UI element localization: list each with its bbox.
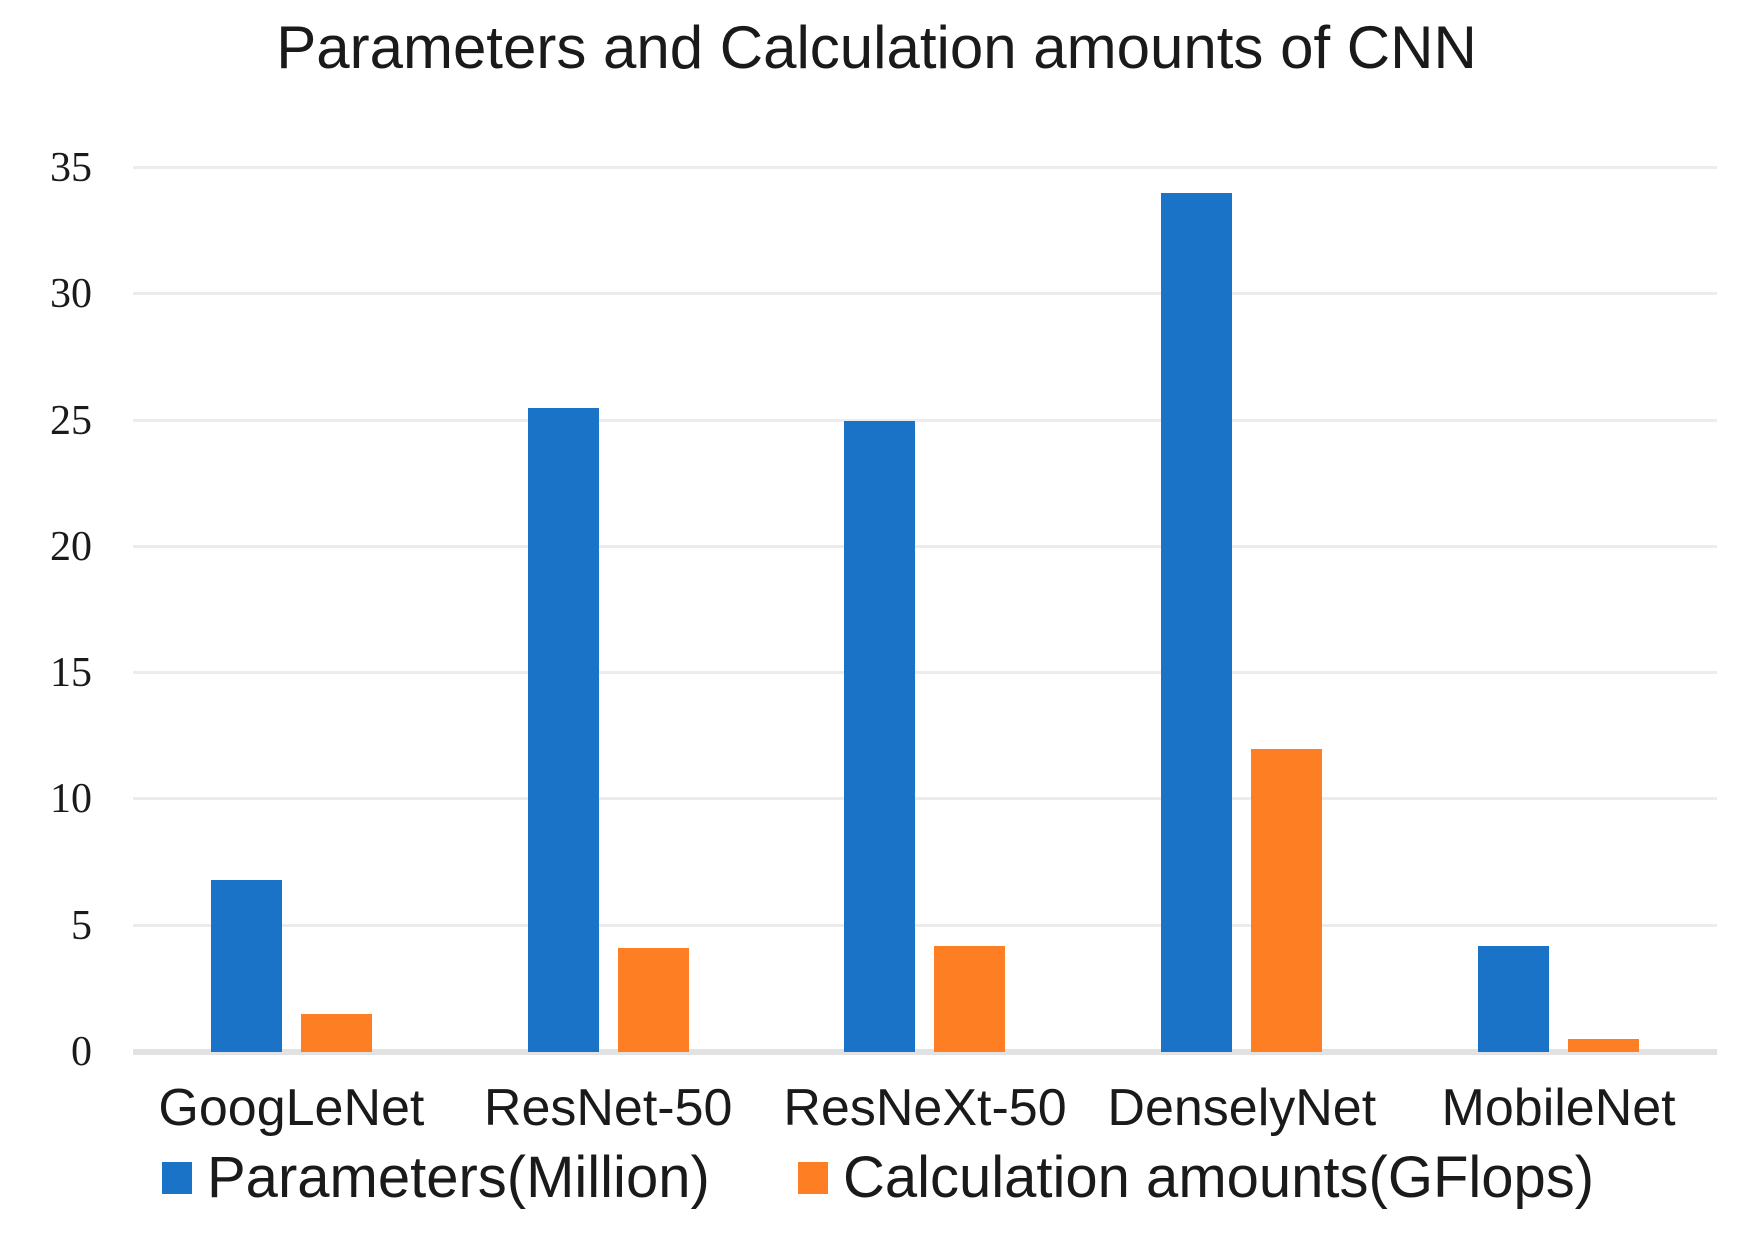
- bar-group: [1400, 168, 1717, 1052]
- category-label: ResNet-50: [483, 1079, 733, 1137]
- gridline: [133, 166, 1717, 169]
- y-tick-label: 25: [50, 397, 92, 444]
- y-tick-label: 20: [50, 523, 92, 570]
- bar-group: [450, 168, 767, 1052]
- bar-parameters: [210, 880, 282, 1052]
- legend-marker-calculation: [798, 1162, 828, 1194]
- legend-label: Parameters(Million): [207, 1145, 710, 1210]
- bar-group: [133, 168, 450, 1052]
- bar-group: [767, 168, 1084, 1052]
- y-tick-label: 30: [50, 271, 92, 318]
- legend-marker-parameters: [162, 1162, 192, 1194]
- gridline: [133, 292, 1717, 296]
- bar-parameters: [527, 407, 599, 1052]
- gridline: [133, 671, 1717, 675]
- bar-calculation: [617, 948, 689, 1052]
- plot-area: [133, 166, 1717, 1055]
- gridline: [133, 418, 1717, 422]
- y-tick-label: 0: [71, 1029, 92, 1075]
- bar-calculation: [1251, 748, 1323, 1052]
- bar-calculation: [934, 945, 1006, 1052]
- y-tick-label: 35: [50, 145, 92, 191]
- gridline: [133, 544, 1717, 548]
- bar-parameters: [844, 420, 916, 1052]
- y-tick-label: 15: [50, 650, 92, 697]
- bar-parameters: [1161, 193, 1233, 1052]
- y-tick-label: 10: [50, 776, 92, 823]
- legend-item: Parameters(Million): [162, 1146, 710, 1210]
- chart-title: Parameters and Calculation amounts of CN…: [276, 14, 1477, 81]
- legend-label: Calculation amounts(GFlops): [843, 1145, 1595, 1210]
- bar-group: [1083, 168, 1400, 1052]
- x-axis-line: [133, 1049, 1717, 1055]
- bar-calculation: [300, 1014, 372, 1052]
- bar-calculation: [1568, 1039, 1640, 1052]
- gridline: [133, 923, 1717, 927]
- bar-parameters: [1478, 945, 1550, 1052]
- category-label: ResNeXt-50: [783, 1079, 1067, 1137]
- gridline: [133, 797, 1717, 801]
- category-label: DenselyNet: [1107, 1079, 1377, 1137]
- category-label: GoogLeNet: [158, 1079, 425, 1137]
- legend-item: Calculation amounts(GFlops): [798, 1146, 1594, 1210]
- y-tick-label: 5: [71, 902, 92, 949]
- category-label: MobileNet: [1441, 1079, 1676, 1137]
